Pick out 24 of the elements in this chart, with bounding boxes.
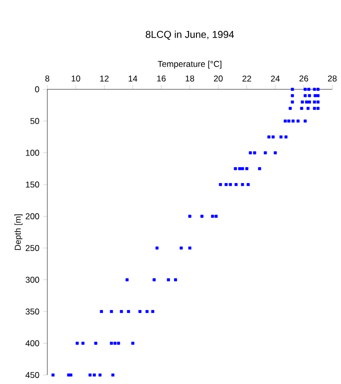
x-tick-label: 22 bbox=[242, 76, 252, 82]
x-tick-label: 24 bbox=[270, 76, 280, 82]
chart-title: 8LCQ in June, 1994 bbox=[146, 30, 234, 40]
y-tick-label: 100 bbox=[26, 150, 40, 156]
y-axis-title: Depth [m] bbox=[14, 214, 22, 250]
y-tick-label: 250 bbox=[26, 245, 40, 252]
x-tick-label: 14 bbox=[128, 76, 138, 82]
x-axis-title: Temperature [°C] bbox=[158, 60, 222, 69]
x-tick-label: 16 bbox=[157, 76, 166, 82]
y-tick-label: 300 bbox=[26, 276, 40, 283]
y-tick-label: 350 bbox=[26, 308, 40, 315]
y-tick-label: 0 bbox=[35, 86, 40, 92]
x-tick-label: 20 bbox=[214, 76, 223, 82]
y-tick-label: 200 bbox=[26, 213, 40, 220]
x-tick-label: 18 bbox=[186, 76, 194, 82]
y-tick-label: 50 bbox=[30, 118, 40, 124]
y-tick-label: 400 bbox=[26, 340, 40, 346]
x-tick-label: 28 bbox=[328, 76, 337, 82]
y-tick-label: 450 bbox=[26, 372, 40, 378]
x-tick-label: 26 bbox=[299, 76, 308, 82]
x-tick-label: 8 bbox=[45, 76, 50, 82]
y-tick-label: 150 bbox=[26, 182, 40, 188]
x-tick-label: 10 bbox=[72, 76, 80, 82]
x-tick-label: 12 bbox=[100, 76, 109, 82]
